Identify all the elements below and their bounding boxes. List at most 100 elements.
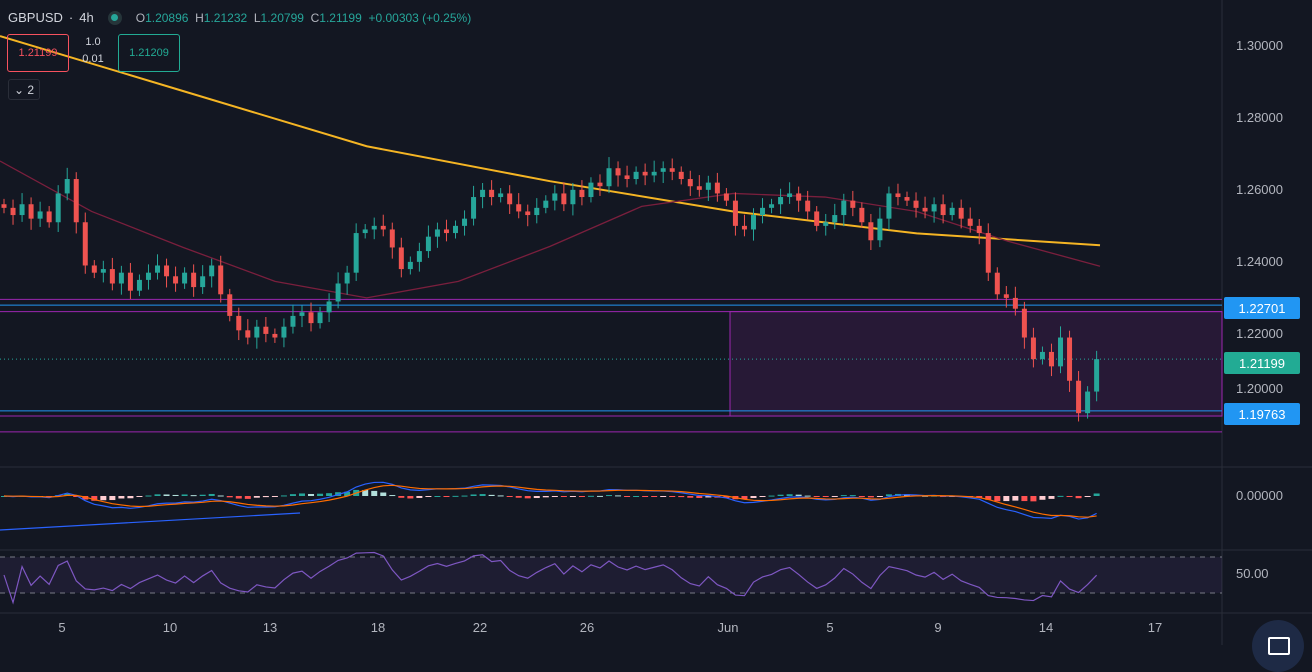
macd-histogram-bar (154, 494, 161, 496)
candle-body (543, 200, 549, 208)
macd-histogram-bar (542, 496, 549, 498)
buy-button[interactable]: 1.21209 (118, 34, 180, 72)
candle-body (985, 233, 991, 273)
macd-histogram-bar (371, 490, 378, 496)
macd-histogram-bar (1021, 496, 1028, 502)
candle-body (127, 272, 133, 291)
macd-histogram-bar (994, 496, 1001, 502)
candle-body (100, 269, 106, 273)
candle-body (1048, 351, 1054, 367)
macd-histogram-bar (217, 495, 224, 497)
macd-histogram-bar (885, 494, 892, 496)
macd-histogram-bar (813, 496, 820, 497)
macd-histogram-bar (569, 496, 576, 497)
qty-step: 1.0 (85, 36, 101, 48)
candle-body (732, 200, 738, 226)
price-tick: 1.28000 (1236, 110, 1283, 125)
macd-histogram-bar (840, 495, 847, 497)
candle-body (1076, 380, 1082, 414)
candle-body (895, 193, 901, 198)
macd-histogram-bar (515, 496, 522, 498)
zone-rectangle (729, 311, 1223, 417)
candle-body (516, 204, 522, 212)
macd-histogram-bar (118, 496, 125, 499)
candle-body (73, 179, 79, 223)
candle-body (326, 301, 332, 313)
candle-body (1094, 359, 1100, 392)
macd-histogram-bar (452, 495, 459, 497)
candle-body (841, 200, 847, 216)
rsi-mid-label: 50.00 (1236, 566, 1269, 581)
macd-histogram-bar (289, 494, 296, 496)
candle-body (308, 312, 314, 324)
macd-histogram-bar (461, 495, 468, 497)
candle-body (64, 179, 70, 194)
candle-body (353, 233, 359, 273)
level-label-low: 1.19763 (1224, 403, 1300, 425)
time-tick: Jun (717, 620, 739, 635)
macd-histogram-bar (506, 496, 513, 497)
macd-histogram-bar (759, 496, 766, 497)
macd-histogram-bar (876, 496, 883, 497)
price-chart[interactable] (0, 0, 1312, 645)
candle-body (750, 215, 756, 230)
candle-body (931, 204, 937, 212)
macd-histogram-bar (578, 496, 585, 497)
time-tick: 13 (262, 620, 278, 635)
time-tick: 5 (826, 620, 834, 635)
candle-body (714, 182, 720, 194)
time-tick: 14 (1038, 620, 1054, 635)
candle-body (696, 186, 702, 190)
macd-histogram-bar (696, 496, 703, 498)
interval[interactable]: 4h (79, 10, 94, 25)
candle-body (1085, 391, 1091, 414)
candle-body (489, 189, 495, 198)
screenshot-button[interactable] (1252, 620, 1304, 672)
time-tick: 22 (472, 620, 488, 635)
candle-body (462, 218, 468, 226)
candle-body (299, 312, 305, 316)
macd-histogram-bar (308, 493, 315, 496)
candle-body (823, 222, 829, 226)
macd-histogram-bar (136, 496, 143, 497)
candle-body (425, 236, 431, 252)
candle-body (760, 207, 766, 216)
candle-body (904, 197, 910, 201)
quantity-field[interactable]: 1.0 0.01 (72, 32, 114, 70)
candle-body (561, 193, 567, 205)
candle-body (407, 261, 413, 270)
macd-histogram-bar (479, 494, 486, 496)
candle-body (859, 207, 865, 223)
candle-body (245, 330, 251, 338)
collapse-indicators-button[interactable]: ⌄ 2 (8, 79, 40, 100)
candle-body (615, 168, 621, 176)
candle-body (317, 312, 323, 324)
candle-body (362, 229, 368, 234)
macd-histogram-bar (1066, 496, 1073, 497)
macd-histogram-bar (606, 495, 613, 497)
sell-button[interactable]: 1.21199 (7, 34, 69, 72)
symbol-name[interactable]: GBPUSD (8, 10, 63, 25)
macd-histogram-bar (208, 493, 215, 496)
macd-histogram-bar (434, 495, 441, 497)
candle-body (263, 326, 269, 334)
candle-body (1039, 351, 1045, 360)
macd-histogram-bar (1075, 496, 1082, 499)
macd-histogram-bar (109, 496, 116, 501)
macd-histogram-bar (488, 494, 495, 496)
macd-histogram-bar (199, 494, 206, 496)
candle-body (669, 168, 675, 172)
price-tick-hidden: 1.20000 (1236, 381, 1283, 396)
candle-body (1058, 337, 1064, 367)
candle-body (877, 218, 883, 241)
ohlc-values: O1.20896 H1.21232 L1.20799 C1.21199 +0.0… (135, 10, 472, 25)
candle-body (597, 182, 603, 187)
macd-histogram-bar (253, 496, 260, 498)
macd-histogram-bar (678, 496, 685, 498)
macd-histogram-bar (768, 495, 775, 497)
candle-body (227, 294, 233, 316)
macd-line (3, 481, 1097, 520)
macd-histogram-bar (172, 494, 179, 496)
market-status-icon (107, 10, 122, 25)
candle-body (940, 204, 946, 216)
